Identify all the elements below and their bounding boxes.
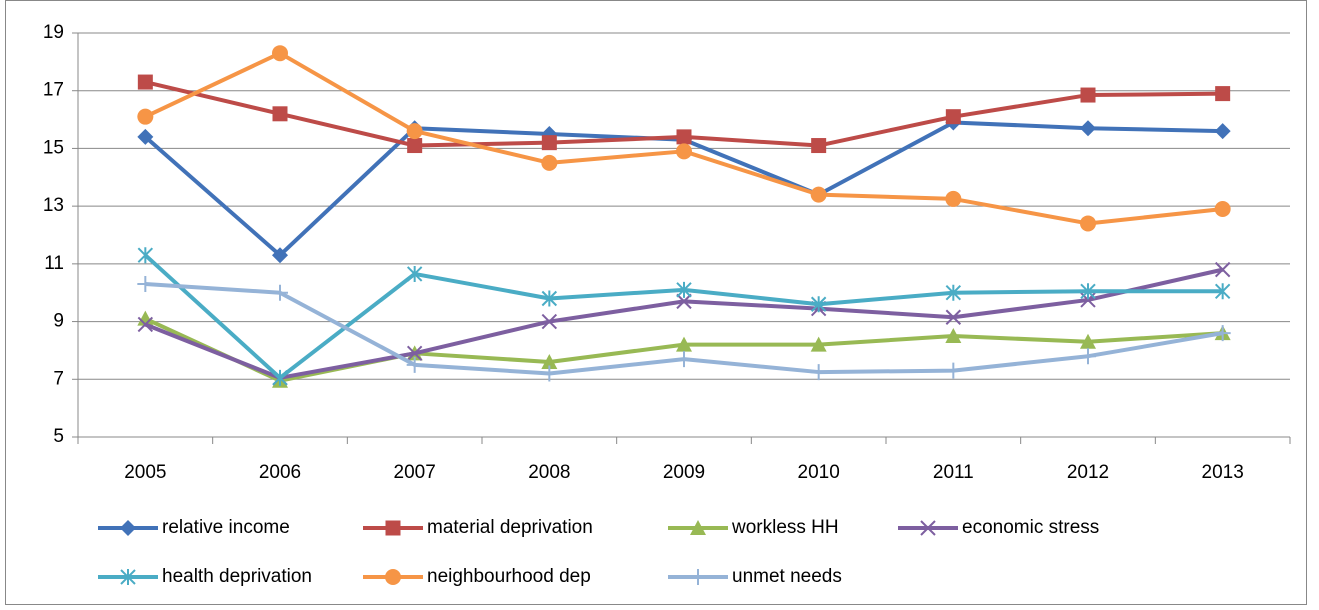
x-tick-label: 2010 bbox=[798, 462, 840, 483]
marker bbox=[272, 106, 288, 122]
series bbox=[137, 45, 1231, 232]
marker bbox=[1080, 120, 1096, 137]
y-tick-label: 5 bbox=[53, 426, 64, 447]
marker bbox=[541, 313, 558, 330]
marker bbox=[137, 128, 154, 145]
marker bbox=[1080, 333, 1096, 349]
x-tick-label: 2007 bbox=[394, 462, 436, 483]
legend-label: health deprivation bbox=[162, 566, 312, 587]
marker bbox=[676, 143, 692, 160]
x-tick-label: 2009 bbox=[663, 462, 705, 483]
marker bbox=[272, 284, 288, 301]
marker bbox=[137, 108, 154, 125]
legend-label: economic stress bbox=[962, 517, 1099, 538]
marker bbox=[1080, 348, 1096, 365]
marker bbox=[272, 369, 288, 386]
legend-label: relative income bbox=[162, 517, 290, 538]
marker bbox=[385, 520, 401, 536]
marker bbox=[810, 336, 827, 352]
x-tick-label: 2008 bbox=[528, 462, 570, 483]
marker bbox=[920, 520, 936, 536]
marker bbox=[406, 345, 423, 362]
marker bbox=[945, 109, 961, 125]
y-tick-label: 7 bbox=[53, 368, 64, 389]
marker bbox=[1214, 261, 1231, 278]
marker bbox=[1214, 283, 1231, 300]
x-tick-label: 2011 bbox=[933, 462, 974, 483]
marker bbox=[690, 520, 706, 535]
y-tick-label: 17 bbox=[43, 80, 64, 101]
marker bbox=[1214, 325, 1231, 342]
marker bbox=[811, 138, 827, 154]
marker bbox=[541, 353, 558, 369]
marker bbox=[137, 316, 154, 333]
y-tick-label: 15 bbox=[43, 137, 64, 158]
legend-item: neighbourhood dep bbox=[363, 566, 591, 587]
marker bbox=[676, 336, 692, 352]
legend-label: material deprivation bbox=[427, 517, 593, 538]
marker bbox=[945, 362, 962, 379]
legend-item: material deprivation bbox=[363, 517, 593, 538]
legend-item: economic stress bbox=[898, 517, 1099, 538]
marker bbox=[676, 281, 692, 298]
marker bbox=[406, 123, 423, 140]
marker bbox=[1214, 123, 1231, 140]
marker bbox=[272, 247, 288, 264]
y-tick-label: 13 bbox=[43, 195, 64, 216]
x-tick-label: 2012 bbox=[1067, 462, 1109, 483]
marker bbox=[945, 284, 962, 301]
legend-item: unmet needs bbox=[668, 566, 842, 587]
marker bbox=[690, 569, 706, 585]
marker bbox=[1214, 201, 1231, 218]
marker bbox=[406, 356, 423, 373]
marker bbox=[541, 154, 558, 171]
marker bbox=[137, 276, 154, 293]
series bbox=[137, 247, 1231, 386]
marker bbox=[120, 520, 136, 536]
y-tick-label: 9 bbox=[53, 311, 64, 332]
marker bbox=[676, 351, 692, 368]
marker bbox=[407, 138, 423, 154]
y-tick-label: 19 bbox=[43, 22, 64, 43]
marker bbox=[137, 74, 153, 90]
marker bbox=[272, 45, 288, 62]
legend-label: unmet needs bbox=[732, 566, 842, 587]
marker bbox=[1080, 87, 1096, 103]
x-tick-label: 2005 bbox=[124, 462, 166, 483]
series bbox=[137, 74, 1231, 154]
legend-label: workless HH bbox=[731, 517, 839, 538]
legend-item: relative income bbox=[98, 517, 290, 538]
marker bbox=[541, 365, 558, 382]
marker bbox=[676, 129, 692, 145]
x-tick-label: 2006 bbox=[259, 462, 301, 483]
marker bbox=[137, 247, 154, 264]
marker bbox=[810, 186, 827, 203]
marker bbox=[1080, 215, 1096, 232]
marker bbox=[541, 135, 557, 151]
legend-item: health deprivation bbox=[98, 566, 312, 587]
marker bbox=[810, 296, 827, 313]
marker bbox=[1215, 86, 1231, 102]
y-tick-label: 11 bbox=[44, 253, 64, 274]
legend-label: neighbourhood dep bbox=[427, 566, 591, 587]
marker bbox=[810, 364, 827, 381]
marker bbox=[541, 290, 558, 307]
legend-item: workless HH bbox=[668, 517, 839, 538]
marker bbox=[945, 309, 962, 325]
marker bbox=[945, 190, 962, 207]
marker bbox=[676, 293, 692, 310]
marker bbox=[120, 569, 136, 585]
marker bbox=[945, 328, 962, 343]
marker bbox=[385, 569, 401, 585]
x-tick-label: 2013 bbox=[1202, 462, 1244, 483]
series bbox=[137, 276, 1231, 382]
marker bbox=[406, 265, 423, 282]
marker bbox=[137, 310, 154, 326]
marker bbox=[1080, 283, 1096, 300]
